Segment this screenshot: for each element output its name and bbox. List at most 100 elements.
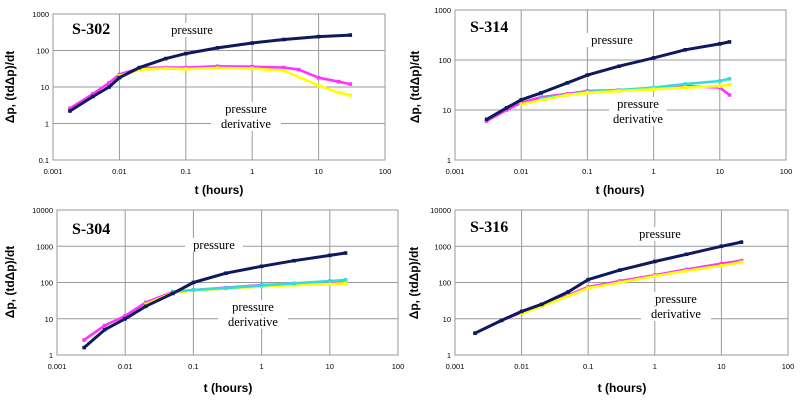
data-point [296,67,301,72]
data-point [137,65,142,70]
data-point [102,323,107,328]
series-annotation: pressure [225,102,267,116]
data-point [143,302,148,307]
annotation-backdrop [218,315,288,329]
x-tick-label: 0.01 [118,362,133,371]
y-tick-label: 100 [438,56,451,65]
annotation-backdrop [217,102,275,116]
data-point [539,302,544,307]
data-point [719,263,724,268]
panel-title: S-314 [470,19,508,36]
data-point [504,106,509,110]
annotation-backdrop [583,33,641,47]
data-point [328,282,332,286]
data-point [143,304,148,309]
x-axis-label: t (hours) [598,381,647,395]
series-derivative_b [117,66,353,97]
data-point [539,96,543,101]
data-point [171,291,175,296]
data-point [343,251,348,255]
y-tick-label: 10 [41,83,49,92]
y-axis-label: Δp, (tdΔp)/dt [3,51,17,124]
series-annotation: derivative [651,307,701,321]
data-point [727,40,732,44]
data-point [343,281,348,286]
data-point [484,117,489,122]
data-point [519,102,523,107]
data-point [123,314,127,318]
y-tick-label: 1 [447,156,451,165]
data-point [586,277,590,282]
series-line [118,66,352,97]
y-axis-label: Δp, (tdΔp)/dt [407,247,421,320]
data-point [164,56,168,61]
data-point [137,67,142,72]
data-point [499,318,504,323]
y-tick-label: 100 [36,47,49,56]
series-annotation: pressure [639,227,681,241]
data-point [539,91,543,95]
chart-panel: 0.001 0.01 0.1 1 10 100 0.1 1 10 100 1000 t (hours)… [3,10,391,197]
data-point [250,66,254,71]
data-point [519,309,524,314]
panel-title: S-316 [470,219,508,236]
x-axis-label: t (hours) [596,183,645,197]
y-tick-label: 100 [40,279,53,288]
y-tick-label: 10 [443,315,451,324]
data-point [727,93,732,97]
data-point [82,345,86,350]
data-point [282,37,286,42]
y-tick-label: 0.1 [39,156,49,165]
data-point [348,82,353,86]
data-point [617,89,621,93]
series-annotation: pressure [171,23,213,37]
x-tick-label: 0.001 [446,362,465,371]
series-annotation: pressure [193,238,235,252]
data-point [566,294,570,298]
data-point [102,327,107,332]
y-axis-label: Δp, (tdΔp)/dt [408,51,422,124]
data-point [316,75,321,80]
data-point [292,258,296,263]
y-tick-label: 1000 [32,10,49,19]
data-point [683,47,687,52]
data-point [215,64,220,69]
data-point [328,279,332,283]
y-axis-label: Δp, (tdΔp)/dt [3,246,17,319]
x-tick-label: 0.01 [514,362,529,371]
data-point [565,93,570,97]
y-tick-label: 1000 [36,242,53,251]
data-point [727,77,732,81]
data-point [191,288,196,292]
data-point [224,286,228,290]
x-tick-label: 100 [392,362,405,371]
chart-panel: 0.001 0.01 0.1 1 10 100 1 10 100 1000 10000 t (hour… [407,206,794,395]
data-point [259,283,264,288]
x-tick-label: 0.01 [112,167,127,176]
chart-panel: 0.001 0.01 0.1 1 10 100 1 10 100 1000 10000 t (hour… [3,206,404,395]
series-annotation: pressure [655,292,697,306]
data-point [343,278,348,282]
x-tick-label: 100 [780,167,793,176]
series-line [68,33,352,113]
data-point [215,46,220,50]
x-tick-label: 0.001 [446,167,465,176]
x-tick-label: 0.1 [583,362,593,371]
data-point [519,97,523,102]
annotation-backdrop [609,97,667,111]
x-tick-label: 1 [652,167,656,176]
data-point [565,80,570,85]
data-point [684,252,689,257]
x-tick-label: 100 [379,167,392,176]
annotation-backdrop [211,117,281,131]
data-point [653,259,657,264]
data-point [184,67,188,71]
data-point [191,280,196,285]
series-pressure [68,33,353,113]
series-annotation: derivative [613,112,663,126]
data-point [68,106,72,111]
series-pressure [484,40,732,122]
data-point [585,73,590,77]
x-tick-label: 0.1 [582,167,592,176]
data-point [739,240,744,244]
